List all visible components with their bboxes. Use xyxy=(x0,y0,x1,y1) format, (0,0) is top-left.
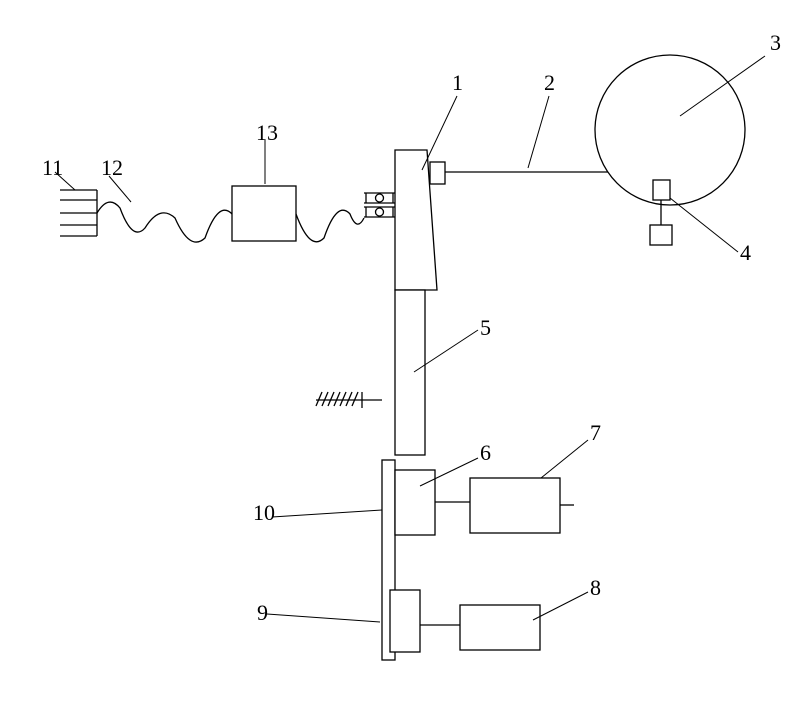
label-3: 3 xyxy=(770,30,781,55)
label-2: 2 xyxy=(544,70,555,95)
label-12: 12 xyxy=(101,155,123,180)
label-7: 7 xyxy=(590,420,601,445)
label-8: 8 xyxy=(590,575,601,600)
label-1: 1 xyxy=(452,70,463,95)
label-6: 6 xyxy=(480,440,491,465)
label-4: 4 xyxy=(740,240,751,265)
label-10: 10 xyxy=(253,500,275,525)
label-11: 11 xyxy=(42,155,63,180)
label-9: 9 xyxy=(257,600,268,625)
label-13: 13 xyxy=(256,120,278,145)
label-5: 5 xyxy=(480,315,491,340)
